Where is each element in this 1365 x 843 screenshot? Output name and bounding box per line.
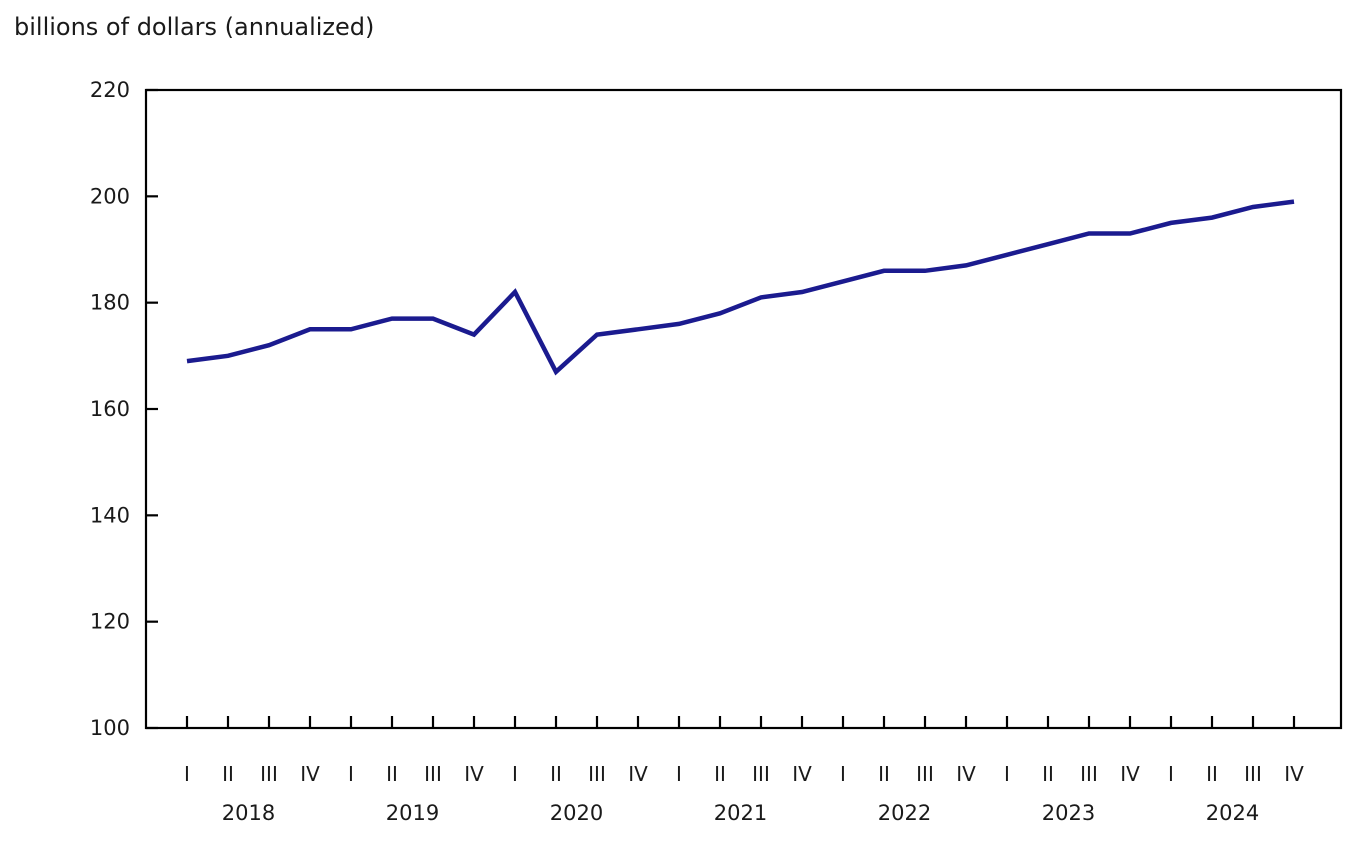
x-axis-year-label: 2020 [550, 801, 603, 825]
y-axis-tick-label: 120 [90, 610, 130, 634]
chart-title: billions of dollars (annualized) [14, 13, 375, 41]
x-axis-quarter-label: IV [1284, 762, 1304, 786]
x-axis-quarter-label: I [676, 762, 682, 786]
x-axis-quarter-label: III [260, 762, 278, 786]
x-axis-year-label: 2023 [1042, 801, 1095, 825]
x-axis-quarter-label: I [512, 762, 518, 786]
x-axis-quarter-label: III [752, 762, 770, 786]
data-line-series [186, 199, 1295, 376]
x-axis-quarter-label: III [424, 762, 442, 786]
x-axis-quarter-label: II [878, 762, 890, 786]
x-axis-quarter-label: I [184, 762, 190, 786]
x-axis-quarter-label: III [916, 762, 934, 786]
x-axis-quarter-label: I [1004, 762, 1010, 786]
y-axis-tick-label: 160 [90, 397, 130, 421]
x-axis-quarter-label: I [1168, 762, 1174, 786]
x-axis-quarter-label: II [222, 762, 234, 786]
x-axis-quarter-label: IV [956, 762, 976, 786]
x-axis-year-label: 2024 [1206, 801, 1259, 825]
x-axis-quarter-label: II [1206, 762, 1218, 786]
x-axis-quarter-label: II [550, 762, 562, 786]
y-axis-tick-label: 140 [90, 503, 130, 527]
x-axis-quarter-label: II [386, 762, 398, 786]
x-axis-quarter-label: IV [628, 762, 648, 786]
x-axis-quarter-label: II [1042, 762, 1054, 786]
x-axis-year-label: 2018 [222, 801, 275, 825]
x-axis-quarter-label: I [348, 762, 354, 786]
y-axis-tick-label: 100 [90, 716, 130, 740]
x-axis-year-label: 2019 [386, 801, 439, 825]
y-axis-tick-label: 180 [90, 291, 130, 315]
plot-frame [144, 88, 1343, 730]
x-axis-quarter-label: III [1244, 762, 1262, 786]
x-axis-year-label: 2022 [878, 801, 931, 825]
x-axis-year-label: 2021 [714, 801, 767, 825]
x-axis-quarter-label: IV [464, 762, 484, 786]
x-axis-quarter-label: IV [300, 762, 320, 786]
x-axis-quarter-label: III [588, 762, 606, 786]
x-axis-quarter-label: IV [792, 762, 812, 786]
y-axis-tick-label: 200 [90, 184, 130, 208]
x-axis-quarter-label: IV [1120, 762, 1140, 786]
x-axis-quarter-label: II [714, 762, 726, 786]
y-axis-tick-label: 220 [90, 78, 130, 102]
x-axis-quarter-label: III [1080, 762, 1098, 786]
x-axis-quarter-label: I [840, 762, 846, 786]
